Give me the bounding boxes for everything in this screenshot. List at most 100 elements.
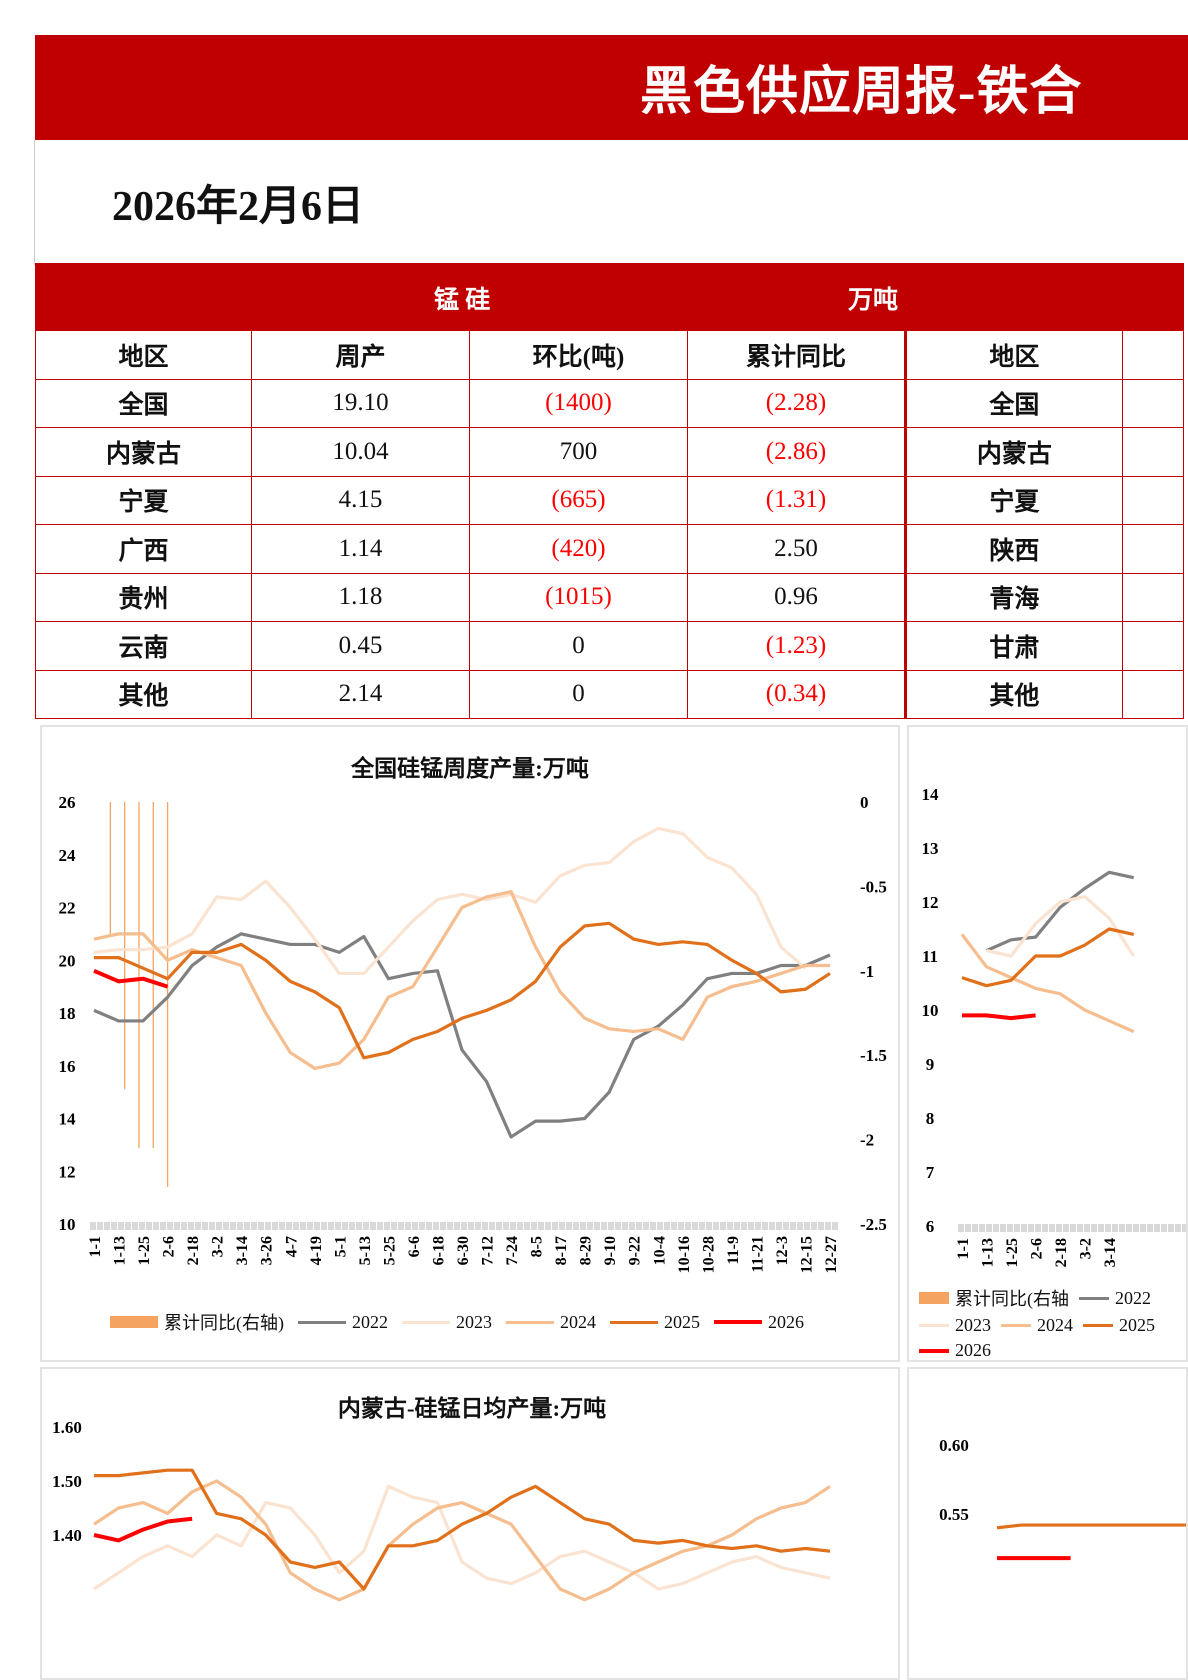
y-right-tick-label: -1: [860, 962, 874, 981]
x-tick-label: 2-18: [185, 1236, 202, 1265]
y-tick-label: 12: [59, 1162, 76, 1181]
chart-second-weekly: 6 7 8 9 10 11 12 13 14 1-1 1-13 1-25 2-6 2-18 3-2 3-14 累…: [907, 725, 1188, 1362]
y-tick-label: 1.40: [52, 1526, 82, 1545]
series-line-2024: [93, 1479, 831, 1602]
legend-swatch-bar: [919, 1292, 949, 1304]
chart-title: 内蒙古-硅锰日均产量:万吨: [337, 1396, 607, 1421]
series-line-2026: [93, 968, 169, 989]
legend-item: 2023: [919, 1315, 991, 1336]
x-tick-label: 5-25: [381, 1236, 398, 1265]
value-cell: 1.18: [251, 572, 470, 622]
legend-item: 2022: [298, 1312, 388, 1333]
legend-label: 2022: [352, 1311, 388, 1332]
report-title: 黑色供应周报-铁合: [640, 64, 1083, 121]
value-cell: (1015): [469, 572, 688, 622]
table-title-row: [905, 263, 1184, 331]
x-tick-label: 1-25: [1004, 1238, 1021, 1267]
region-cell: 内蒙古: [905, 427, 1123, 477]
x-tick-label: 10-28: [700, 1236, 717, 1273]
x-tick-label: 1-1: [87, 1236, 104, 1257]
x-tick-label: 2-6: [161, 1236, 178, 1257]
region-cell: 甘肃: [905, 621, 1123, 671]
table-row: 宁夏 4.15 (665) (1.31): [35, 475, 905, 525]
table-row: 宁夏: [905, 475, 1185, 525]
x-tick-label: 3-14: [234, 1236, 251, 1265]
x-tick-label: 2-18: [1053, 1238, 1070, 1267]
series-line-2024: [93, 890, 830, 1070]
table-row: 其他 2.14 0 (0.34): [35, 669, 905, 719]
legend-label: 2023: [456, 1311, 492, 1332]
table-unit: 万吨: [847, 287, 898, 314]
value-cell: (1.23): [687, 621, 905, 671]
series-line-2022: [93, 932, 831, 1139]
legend-item: 2025: [610, 1312, 700, 1333]
chart-fourth-daily: 0.60 0.55: [907, 1367, 1188, 1680]
x-tick-label: 1-25: [136, 1236, 153, 1265]
chart-national-mnsi-weekly: 10 12 14 16 18 20 22 24 26 0 -0.5 -1 -1.5 -2 -2.5 1-1 1-…: [40, 725, 900, 1362]
x-tick-label: 12-15: [798, 1236, 815, 1273]
table-row: 云南 0.45 0 (1.23): [35, 621, 905, 671]
value-cell: 0: [469, 669, 688, 719]
report-date: 2026年2月6日: [112, 184, 365, 230]
y-tick-label: 6: [926, 1217, 935, 1236]
region-cell: 宁夏: [35, 475, 252, 525]
x-tick-label: 6-30: [455, 1236, 472, 1265]
y-tick-label: 7: [926, 1163, 935, 1182]
column-header: 环比(吨): [469, 330, 688, 380]
x-tick-label: 2-6: [1029, 1238, 1046, 1259]
y-tick-label: 26: [59, 793, 76, 812]
y-tick-label: 16: [59, 1057, 76, 1076]
x-tick-label: 5-13: [357, 1236, 374, 1265]
y-tick-label: 14: [59, 1110, 77, 1129]
value-cell: 4.15: [251, 475, 470, 525]
y-tick-label: 12: [922, 893, 939, 912]
value-cell: 700: [469, 427, 688, 477]
chart-legend: 累计同比(右轴 2022 2023 2024 2025 2026: [919, 1285, 1181, 1361]
report-banner: 黑色供应周报-铁合: [35, 35, 1188, 140]
legend-label: 累计同比(右轴: [955, 1289, 1069, 1309]
x-tick-label: 12-27: [823, 1236, 840, 1273]
x-tick-label: 6-18: [430, 1236, 447, 1265]
table-row: 全国: [905, 378, 1185, 428]
x-tick-label: 11-21: [749, 1236, 766, 1272]
chart-svg: 10 12 14 16 18 20 22 24 26 0 -0.5 -1 -1.5 -2 -2.5 1-1 1-…: [59, 793, 887, 1273]
series-line-2026: [93, 1516, 193, 1543]
legend-item: 2025: [1083, 1315, 1155, 1336]
legend-swatch-line: [1079, 1296, 1109, 1300]
column-header: 累计同比: [687, 330, 905, 380]
chart-svg: 1.60 1.50 1.40: [52, 1418, 831, 1602]
legend-label: 累计同比(右轴): [164, 1313, 284, 1333]
legend-item: 累计同比(右轴: [919, 1285, 1069, 1311]
region-cell: 宁夏: [905, 475, 1123, 525]
x-tick-label: 3-2: [1078, 1238, 1095, 1259]
x-tick-label: 12-3: [774, 1236, 791, 1265]
table-header-row: 地区: [905, 330, 1185, 380]
y-tick-label: 0.60: [939, 1436, 969, 1455]
chart-title: 全国硅锰周度产量:万吨: [351, 756, 589, 781]
table-title-cell: 锰 硅 万吨: [35, 263, 905, 331]
legend-label: 2025: [664, 1311, 700, 1332]
y-right-tick-label: -2: [860, 1131, 874, 1150]
value-cell: (1.31): [687, 475, 905, 525]
chart-inner-mongolia-daily: 1.60 1.50 1.40 内蒙古-硅锰日均产量:万吨: [40, 1367, 900, 1680]
x-tick-label: 8-29: [578, 1236, 595, 1265]
table-row: 其他: [905, 669, 1185, 719]
x-tick-label: 4-7: [283, 1236, 300, 1257]
y-tick-label: 20: [59, 951, 76, 970]
legend-label: 2025: [1119, 1315, 1155, 1335]
legend-item: 2026: [919, 1340, 991, 1361]
column-header: 地区: [35, 330, 252, 380]
x-tick-label: 10-4: [651, 1236, 668, 1265]
x-tick-label: 7-24: [504, 1236, 521, 1265]
region-cell: 广西: [35, 524, 252, 574]
legend-swatch-line: [919, 1348, 949, 1353]
series-line-2025: [94, 921, 831, 1060]
table-title: 锰 硅: [434, 287, 491, 314]
series-line-2023: [93, 826, 807, 976]
x-tick-label: 1-13: [980, 1238, 997, 1267]
series-line-2024: [960, 933, 1135, 1034]
legend-swatch-line: [1001, 1324, 1031, 1327]
y-tick-label: 10: [59, 1215, 76, 1234]
y-tick-label: 24: [59, 846, 77, 865]
x-tick-label: 11-9: [725, 1236, 742, 1264]
